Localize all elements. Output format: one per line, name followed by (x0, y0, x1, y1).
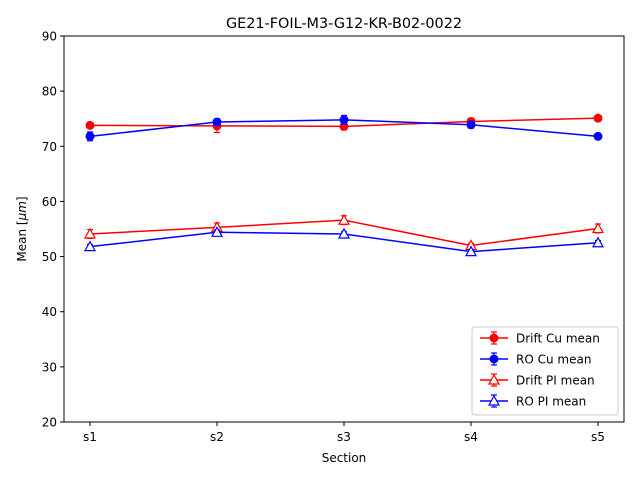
data-point (212, 117, 222, 127)
chart-title: GE21-FOIL-M3-G12-KR-B02-0022 (226, 16, 462, 32)
y-axis-label-main: Mean [ (15, 220, 29, 261)
series-ro-pi-mean (83, 226, 605, 257)
x-axis-label: Section (322, 451, 367, 465)
legend-marker (487, 373, 501, 385)
legend-box (471, 326, 619, 416)
data-point (85, 120, 95, 130)
legend-entry: Drift PI mean (480, 373, 595, 388)
x-tick-label: s1 (83, 430, 97, 444)
x-tick-label: s2 (210, 430, 224, 444)
x-tick-label: s4 (464, 430, 478, 444)
y-tick-label: 50 (42, 250, 57, 264)
data-point (591, 222, 605, 234)
legend-marker (487, 394, 501, 406)
legend-entry: Drift Cu mean (480, 331, 600, 346)
legend-marker (489, 333, 499, 343)
y-axis-label-unit: μm (15, 201, 29, 221)
x-tick-label: s5 (591, 430, 605, 444)
data-point (337, 213, 351, 225)
y-tick-label: 80 (42, 85, 57, 99)
y-tick-label: 70 (42, 140, 57, 154)
data-point (83, 240, 97, 252)
legend-entry: RO Cu mean (480, 352, 591, 367)
y-tick-label: 90 (42, 30, 57, 44)
y-axis-label: Mean [μm] (15, 196, 29, 261)
data-point (593, 113, 603, 123)
legend-entry: RO PI mean (480, 394, 586, 409)
data-point (464, 245, 478, 257)
series-ro-cu-mean (85, 114, 603, 142)
data-point (210, 226, 224, 237)
data-point (83, 227, 97, 239)
x-tick-label: s3 (337, 430, 351, 444)
data-point (85, 131, 95, 141)
legend-label: Drift PI mean (516, 374, 595, 388)
y-tick-label: 30 (42, 360, 57, 374)
legend-marker (489, 354, 499, 364)
legend: Drift Cu mean RO Cu mean Drift PI mean RO P… (471, 326, 619, 416)
y-tick-label: 20 (42, 416, 57, 430)
data-point (339, 115, 349, 125)
legend-label: Drift Cu mean (516, 332, 600, 346)
y-tick-label: 60 (42, 195, 57, 209)
y-tick-label: 40 (42, 305, 57, 319)
data-point (337, 227, 351, 239)
data-point (466, 120, 476, 130)
data-point (593, 131, 603, 141)
y-axis-label-close: ] (15, 196, 29, 201)
legend-label: RO PI mean (516, 395, 586, 409)
data-point (591, 236, 605, 248)
legend-label: RO Cu mean (516, 353, 591, 367)
